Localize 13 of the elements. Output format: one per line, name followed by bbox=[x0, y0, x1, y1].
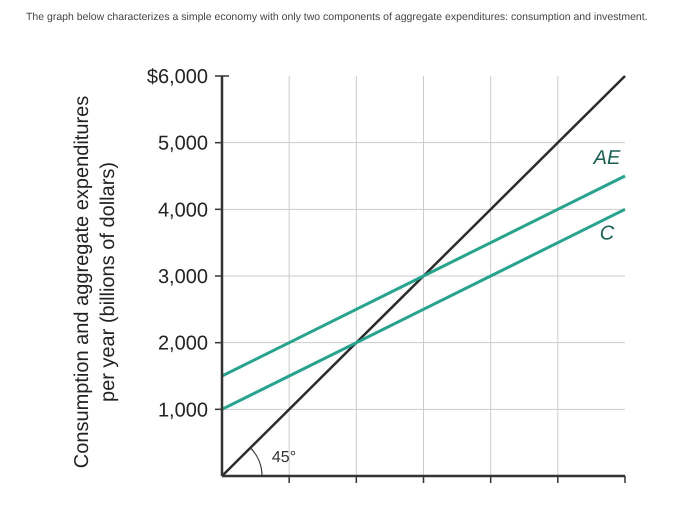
chart-title: The graph below characterizes a simple economy with only two components of aggregate expenditures: consumption and investment. bbox=[26, 11, 648, 23]
series-label: AE bbox=[592, 147, 621, 169]
y-tick-label: $6,000 bbox=[146, 66, 208, 88]
y-tick-label: 5,000 bbox=[158, 132, 208, 155]
y-tick-label: 4,000 bbox=[158, 199, 208, 222]
line-series bbox=[220, 208, 626, 411]
y-tick-label: 1,000 bbox=[158, 399, 208, 422]
y-axis-title: Consumption and aggregate expenditures per year (billions of dollars) bbox=[71, 96, 119, 468]
line-series bbox=[220, 174, 626, 378]
y-tick-label: 3,000 bbox=[158, 266, 208, 288]
annotation: 45° bbox=[272, 449, 296, 466]
series-label: C bbox=[600, 222, 615, 244]
y-tick-label: 2,000 bbox=[158, 332, 208, 355]
